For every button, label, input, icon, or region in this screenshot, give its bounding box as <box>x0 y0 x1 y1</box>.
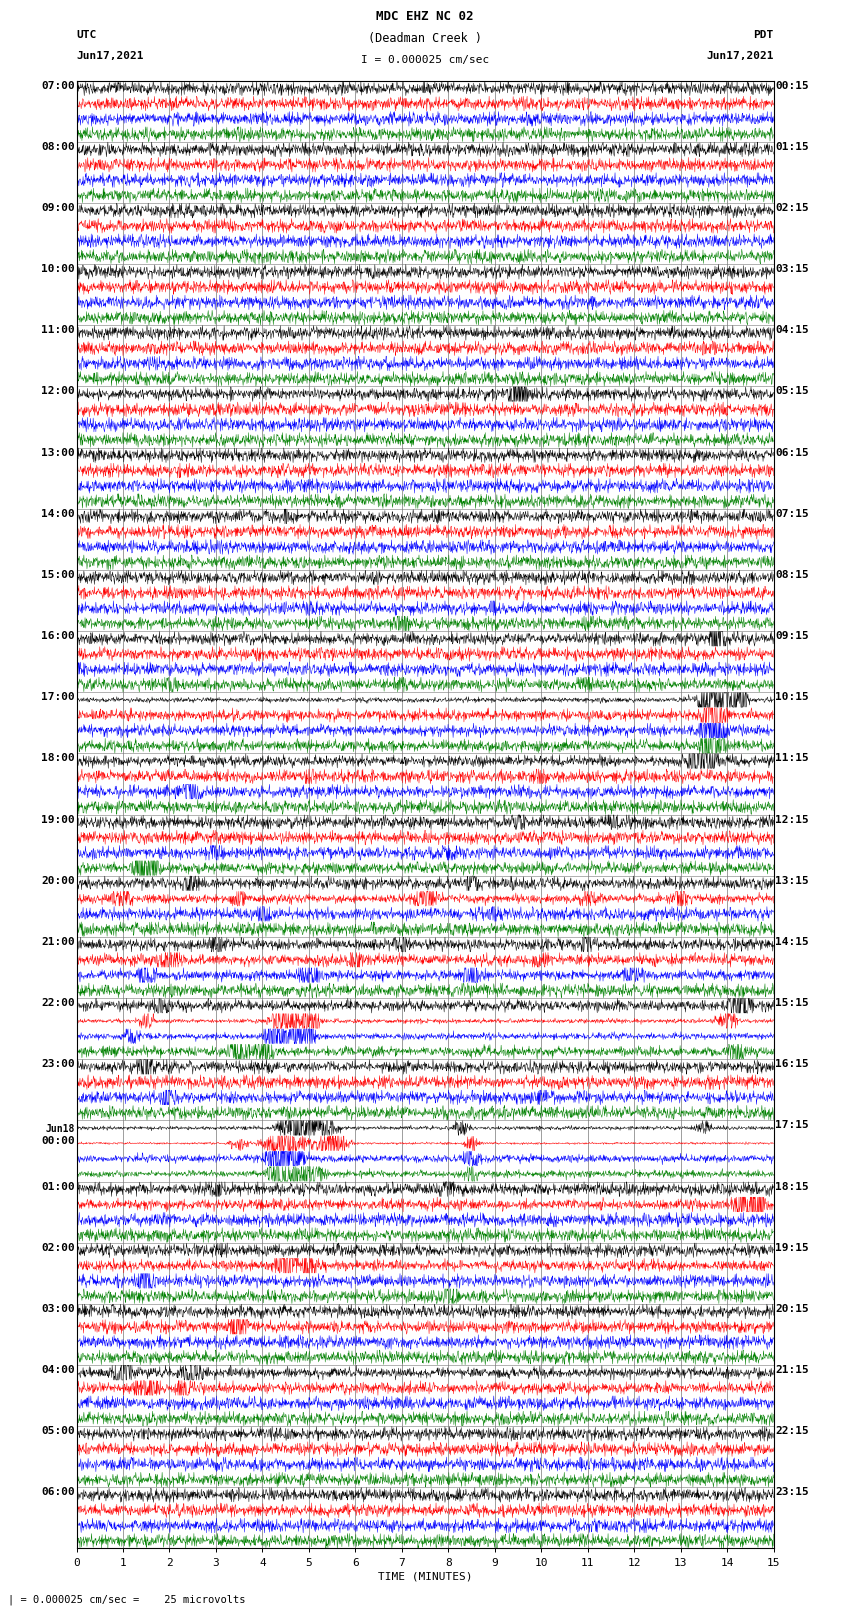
Text: 13:15: 13:15 <box>775 876 809 886</box>
Text: 06:00: 06:00 <box>41 1487 75 1497</box>
Text: 16:15: 16:15 <box>775 1060 809 1069</box>
Text: 03:00: 03:00 <box>41 1303 75 1315</box>
Text: UTC: UTC <box>76 31 97 40</box>
Text: 05:00: 05:00 <box>41 1426 75 1436</box>
Text: 14:15: 14:15 <box>775 937 809 947</box>
Text: 09:00: 09:00 <box>41 203 75 213</box>
Text: 07:00: 07:00 <box>41 81 75 90</box>
Text: 19:15: 19:15 <box>775 1242 809 1253</box>
Text: 10:15: 10:15 <box>775 692 809 702</box>
Text: 03:15: 03:15 <box>775 265 809 274</box>
Text: 14:00: 14:00 <box>41 508 75 519</box>
Text: 15:15: 15:15 <box>775 998 809 1008</box>
Text: 02:15: 02:15 <box>775 203 809 213</box>
Text: 07:15: 07:15 <box>775 508 809 519</box>
Text: 23:15: 23:15 <box>775 1487 809 1497</box>
Text: 10:00: 10:00 <box>41 265 75 274</box>
Text: MDC EHZ NC 02: MDC EHZ NC 02 <box>377 10 473 23</box>
Text: 01:00: 01:00 <box>41 1181 75 1192</box>
Text: 19:00: 19:00 <box>41 815 75 824</box>
Text: 18:15: 18:15 <box>775 1181 809 1192</box>
Text: Jun18: Jun18 <box>45 1124 75 1134</box>
Text: 09:15: 09:15 <box>775 631 809 640</box>
Text: 22:00: 22:00 <box>41 998 75 1008</box>
Text: PDT: PDT <box>753 31 774 40</box>
Text: 16:00: 16:00 <box>41 631 75 640</box>
Text: 08:00: 08:00 <box>41 142 75 152</box>
Text: 13:00: 13:00 <box>41 448 75 458</box>
Text: 20:00: 20:00 <box>41 876 75 886</box>
Text: Jun17,2021: Jun17,2021 <box>76 52 144 61</box>
Text: (Deadman Creek ): (Deadman Creek ) <box>368 32 482 45</box>
Text: 04:00: 04:00 <box>41 1365 75 1374</box>
Text: 02:00: 02:00 <box>41 1242 75 1253</box>
Text: 00:00: 00:00 <box>41 1137 75 1147</box>
Text: 05:15: 05:15 <box>775 387 809 397</box>
Text: Jun17,2021: Jun17,2021 <box>706 52 774 61</box>
Text: 17:15: 17:15 <box>775 1121 809 1131</box>
Text: 18:00: 18:00 <box>41 753 75 763</box>
Text: 04:15: 04:15 <box>775 326 809 336</box>
Text: 08:15: 08:15 <box>775 569 809 581</box>
Text: 12:15: 12:15 <box>775 815 809 824</box>
Text: 00:15: 00:15 <box>775 81 809 90</box>
Text: 12:00: 12:00 <box>41 387 75 397</box>
Text: 15:00: 15:00 <box>41 569 75 581</box>
Text: 11:00: 11:00 <box>41 326 75 336</box>
Text: I = 0.000025 cm/sec: I = 0.000025 cm/sec <box>361 55 489 65</box>
Text: 21:00: 21:00 <box>41 937 75 947</box>
X-axis label: TIME (MINUTES): TIME (MINUTES) <box>377 1571 473 1582</box>
Text: 22:15: 22:15 <box>775 1426 809 1436</box>
Text: 17:00: 17:00 <box>41 692 75 702</box>
Text: 23:00: 23:00 <box>41 1060 75 1069</box>
Text: 06:15: 06:15 <box>775 448 809 458</box>
Text: 01:15: 01:15 <box>775 142 809 152</box>
Text: 11:15: 11:15 <box>775 753 809 763</box>
Text: 21:15: 21:15 <box>775 1365 809 1374</box>
Text: 20:15: 20:15 <box>775 1303 809 1315</box>
Text: | = 0.000025 cm/sec =    25 microvolts: | = 0.000025 cm/sec = 25 microvolts <box>8 1594 246 1605</box>
